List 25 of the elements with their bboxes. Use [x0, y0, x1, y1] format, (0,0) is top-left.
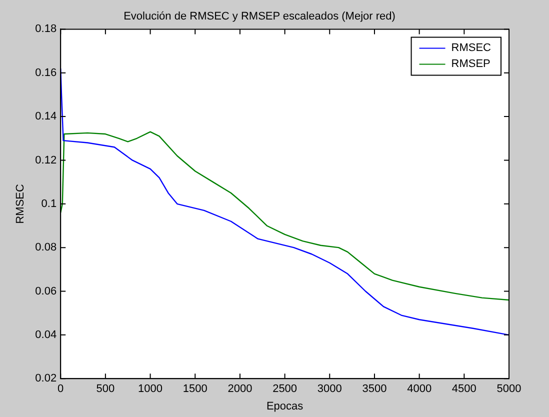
y-tick-label: 0.02: [35, 372, 57, 385]
y-tick-label: 0.06: [35, 285, 57, 298]
x-tick-label: 3000: [317, 383, 342, 396]
y-tick-label: 0.16: [35, 66, 57, 79]
y-axis-title: RMSEC: [14, 184, 27, 224]
x-tick-label: 500: [96, 383, 115, 396]
x-tick-label: 5000: [496, 383, 522, 396]
y-tick-label: 0.12: [35, 154, 57, 166]
chart-title: Evolución de RMSEC y RMSEP escaleados (Mejor red): [124, 10, 396, 23]
legend-label: RMSEC: [451, 42, 492, 54]
y-tick-label: 0.04: [35, 328, 57, 341]
y-tick-label: 0.08: [35, 242, 57, 254]
x-tick-label: 3500: [362, 383, 387, 396]
x-tick-label: 0: [58, 383, 64, 396]
x-tick-label: 2000: [228, 383, 252, 396]
y-tick-label: 0.14: [35, 110, 57, 123]
x-tick-label: 1000: [138, 383, 163, 396]
x-tick-label: 4500: [452, 383, 476, 396]
legend-label: RMSEP: [451, 58, 490, 70]
y-tick-label: 0.1: [41, 198, 57, 210]
y-tick-label: 0.18: [35, 23, 57, 36]
x-tick-label: 1500: [182, 383, 208, 396]
x-tick-label: 2500: [272, 383, 298, 396]
x-axis-title: Epocas: [266, 400, 304, 412]
x-tick-label: 4000: [407, 383, 432, 396]
